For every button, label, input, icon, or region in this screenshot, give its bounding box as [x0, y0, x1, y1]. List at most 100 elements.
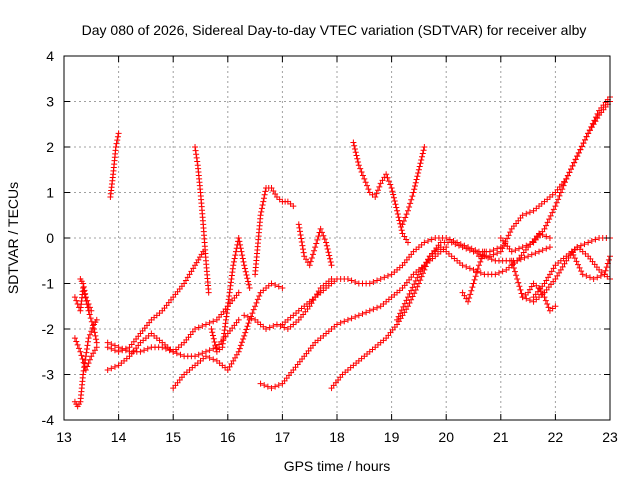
data-point — [262, 188, 269, 195]
data-point — [397, 310, 404, 317]
data-point — [384, 174, 391, 181]
data-point — [88, 318, 95, 325]
data-point — [517, 256, 524, 263]
data-point — [518, 290, 525, 297]
data-point — [206, 347, 213, 354]
data-point — [583, 133, 590, 140]
data-point — [465, 298, 472, 305]
data-point — [403, 297, 410, 304]
data-point — [236, 238, 243, 245]
data-point — [92, 332, 99, 339]
data-point — [252, 303, 259, 310]
data-point — [495, 269, 502, 276]
data-point — [421, 262, 428, 269]
data-point — [415, 170, 422, 176]
data-point — [561, 260, 568, 267]
data-point — [602, 267, 609, 274]
data-point — [210, 335, 217, 342]
data-point — [242, 268, 249, 275]
data-point — [259, 202, 266, 209]
data-point — [82, 294, 89, 301]
data-point — [553, 199, 560, 206]
data-point — [241, 332, 248, 339]
data-point — [235, 235, 242, 241]
data-point — [401, 300, 408, 307]
data-point — [268, 280, 275, 287]
data-point — [581, 241, 588, 248]
data-point — [541, 280, 548, 287]
data-point — [389, 188, 396, 195]
data-point — [381, 274, 388, 281]
data-point — [258, 208, 265, 215]
data-point — [80, 280, 87, 287]
data-point — [592, 118, 599, 125]
data-point — [81, 360, 88, 367]
data-point — [296, 224, 303, 231]
data-point — [245, 278, 252, 285]
data-point — [260, 198, 267, 205]
data-point — [84, 297, 91, 304]
data-point — [245, 320, 252, 327]
data-point — [230, 262, 237, 269]
data-point — [184, 274, 191, 281]
data-point — [446, 236, 453, 243]
data-point — [573, 258, 580, 265]
data-point — [403, 236, 410, 243]
data-point — [475, 262, 482, 269]
data-point — [414, 283, 421, 290]
axis-ticks — [63, 55, 611, 421]
data-point — [415, 271, 422, 278]
data-point — [159, 344, 166, 351]
data-point — [408, 296, 415, 303]
data-point — [320, 232, 327, 239]
data-point — [543, 222, 550, 229]
data-point — [394, 210, 401, 217]
data-point — [233, 351, 240, 358]
data-point — [415, 166, 422, 173]
data-point — [548, 268, 555, 275]
data-point — [352, 313, 359, 320]
data-point — [192, 147, 199, 154]
data-point — [253, 299, 260, 306]
data-point — [82, 356, 89, 363]
data-point — [409, 284, 416, 291]
data-point — [241, 262, 248, 269]
data-point — [91, 326, 98, 332]
data-point — [350, 139, 357, 146]
data-point — [552, 203, 559, 210]
data-point — [543, 233, 550, 240]
data-point — [392, 201, 399, 208]
data-marks — [71, 93, 613, 410]
data-point — [452, 241, 459, 248]
data-point — [414, 173, 421, 180]
data-point — [80, 371, 87, 378]
data-point — [93, 316, 100, 323]
data-point — [205, 289, 212, 296]
data-point — [526, 209, 533, 216]
data-point — [582, 136, 589, 143]
data-point — [242, 329, 249, 336]
data-point — [516, 245, 522, 252]
y-tick-labels: -4 -3 -2 -1 0 1 2 3 4 — [42, 48, 55, 428]
data-point — [260, 195, 267, 202]
data-point — [71, 335, 78, 342]
data-point — [526, 297, 533, 304]
data-point — [391, 197, 398, 204]
data-point — [307, 258, 314, 265]
data-point — [546, 216, 553, 223]
data-point — [115, 344, 122, 351]
data-point — [137, 348, 144, 355]
data-point — [409, 293, 416, 300]
y-axis-label: SDTVAR / TECUs — [5, 182, 21, 294]
data-point — [89, 322, 96, 329]
data-point — [590, 275, 597, 282]
data-point — [372, 194, 379, 201]
data-point — [577, 242, 584, 249]
data-point — [230, 258, 237, 265]
data-point — [256, 293, 263, 300]
data-point — [258, 205, 265, 212]
data-point — [306, 262, 313, 269]
data-point — [402, 214, 409, 221]
data-point — [84, 342, 91, 349]
data-point — [77, 348, 84, 355]
